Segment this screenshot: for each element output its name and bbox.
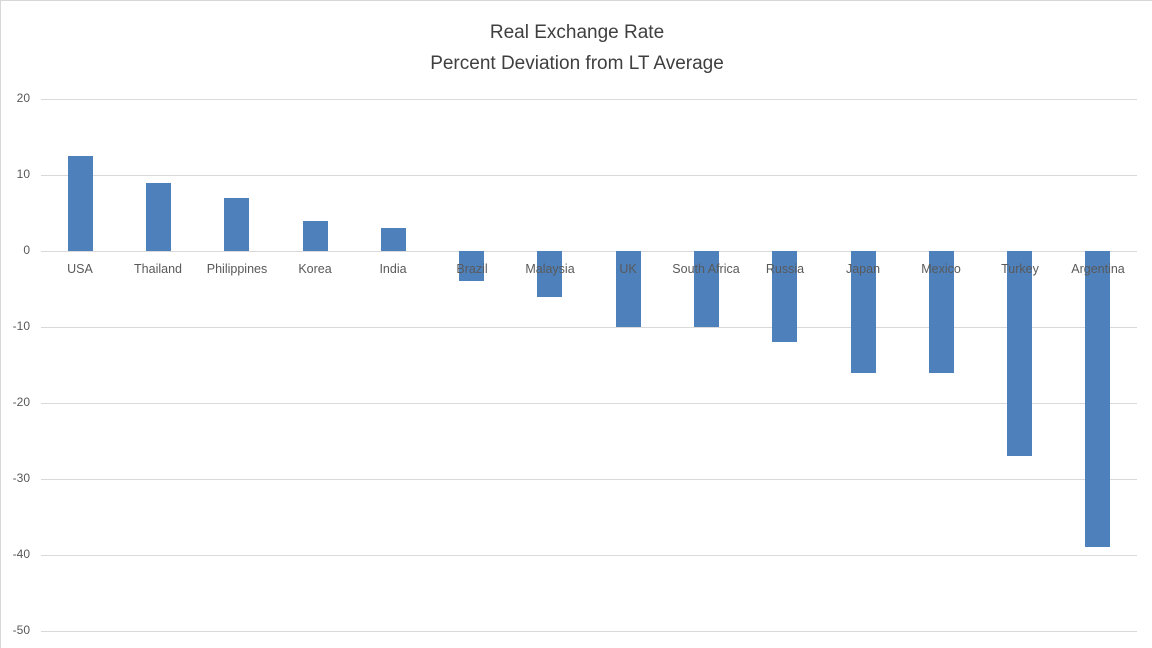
gridline--40 — [41, 555, 1137, 556]
y-tick-label-10: 10 — [16, 167, 30, 181]
bar-brazil — [459, 251, 484, 281]
y-tick-label-20: 20 — [16, 91, 30, 105]
x-label-usa: USA — [67, 262, 93, 276]
x-label-brazil: Brazil — [456, 262, 488, 276]
bar-india — [381, 228, 406, 251]
bar-argentina — [1085, 251, 1110, 547]
chart-title: Real Exchange Rate — [489, 22, 665, 43]
x-label-japan: Japan — [845, 262, 881, 276]
x-label-uk: UK — [619, 262, 637, 276]
bar-uk — [616, 251, 641, 327]
bar-korea — [303, 221, 328, 251]
gridline--50 — [41, 631, 1137, 632]
y-tick-label--30: -30 — [12, 471, 30, 485]
x-label-turkey: Turkey — [1001, 262, 1039, 276]
x-label-india: India — [379, 262, 407, 276]
x-label-russia: Russia — [765, 262, 805, 276]
y-tick-label--10: -10 — [12, 319, 30, 333]
gridline--10 — [41, 327, 1137, 328]
chart-title-block: Real Exchange Rate Percent Deviation fro… — [1, 17, 1152, 79]
gridline-0 — [41, 251, 1137, 252]
x-label-philippines: Philippines — [206, 262, 268, 276]
gridline-10 — [41, 175, 1137, 176]
chart-subtitle: Percent Deviation from LT Average — [430, 53, 724, 74]
bar-philippines — [224, 198, 249, 251]
y-tick-label--50: -50 — [12, 623, 30, 637]
x-label-malaysia: Malaysia — [525, 262, 575, 276]
x-label-argentina: Argentina — [1071, 262, 1125, 276]
gridline--20 — [41, 403, 1137, 404]
bar-thailand — [146, 183, 171, 251]
x-label-mexico: Mexico — [921, 262, 961, 276]
bar-mexico — [929, 251, 954, 373]
bar-usa — [68, 156, 93, 251]
x-label-south-africa: South Africa — [672, 262, 740, 276]
y-tick-label-0: 0 — [23, 243, 30, 257]
bar-japan — [851, 251, 876, 373]
bar-malaysia — [537, 251, 562, 297]
y-tick-label--20: -20 — [12, 395, 30, 409]
gridline-20 — [41, 99, 1137, 100]
x-label-korea: Korea — [298, 262, 332, 276]
bar-russia — [772, 251, 797, 342]
gridline--30 — [41, 479, 1137, 480]
x-label-thailand: Thailand — [134, 262, 182, 276]
bar-turkey — [1007, 251, 1032, 456]
bar-south-africa — [694, 251, 719, 327]
y-tick-label--40: -40 — [12, 547, 30, 561]
